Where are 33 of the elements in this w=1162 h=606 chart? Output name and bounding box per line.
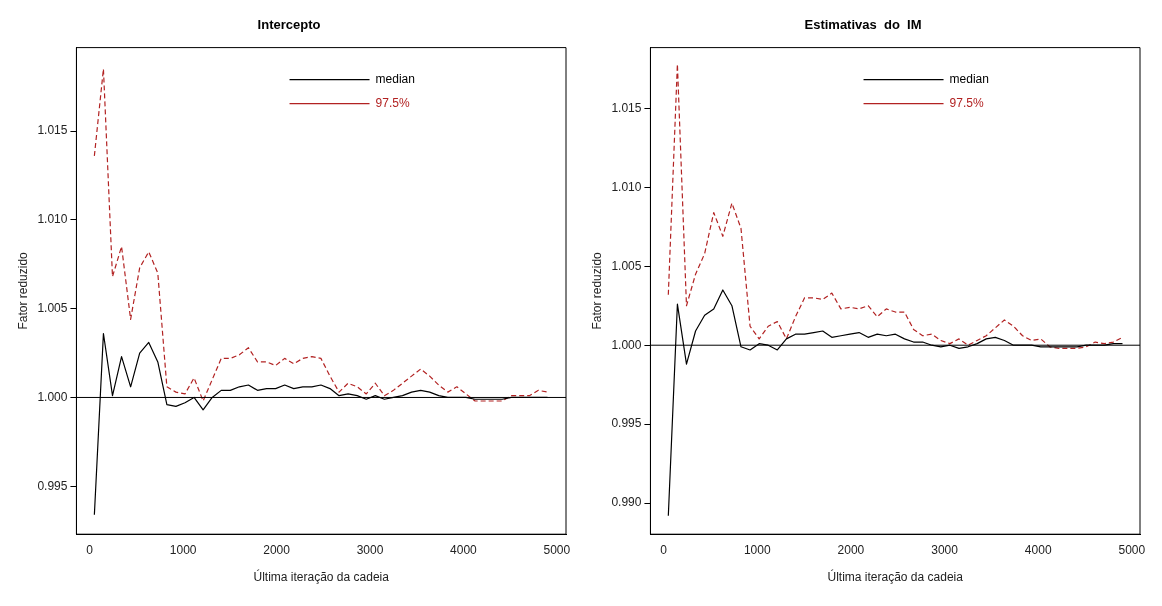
chart-title: Estimativas do IM (804, 17, 922, 33)
x-tick-label: 3000 (356, 542, 384, 557)
x-tick-label: 4000 (1024, 542, 1052, 557)
text: median (949, 71, 989, 86)
y-tick-label: 1.005 (611, 258, 642, 273)
y-tick-label: 0.995 (611, 416, 642, 431)
x-tick-label: 1000 (169, 542, 197, 557)
x-axis-title: Última iteração da cadeia (253, 569, 390, 585)
x-tick-label: 1000 (743, 542, 771, 557)
text: median (375, 71, 415, 86)
x-tick-label: 5000 (543, 542, 571, 557)
x-tick-label: 5000 (1118, 542, 1146, 557)
x-tick-label: 4000 (450, 542, 478, 557)
text: 97.5% (375, 95, 410, 110)
y-axis-title: Fator reduzido (589, 251, 604, 330)
y-tick-label: 1.010 (611, 179, 642, 194)
x-axis-title: Última iteração da cadeia (827, 569, 964, 585)
y-tick-label: 1.015 (611, 100, 642, 115)
chart-title: Intercepto (257, 17, 321, 33)
y-tick-label: 0.990 (611, 495, 642, 510)
x-tick-label: 2000 (837, 542, 865, 557)
text: 97.5% (949, 95, 984, 110)
y-tick-label: 1.005 (37, 300, 68, 315)
y-tick-label: 0.995 (37, 478, 68, 493)
x-tick-label: 0 (86, 542, 94, 557)
y-axis-title: Fator reduzido (15, 251, 30, 330)
y-tick-label: 1.000 (611, 337, 642, 352)
x-tick-label: 0 (660, 542, 668, 557)
x-tick-label: 3000 (931, 542, 959, 557)
x-tick-label: 2000 (263, 542, 291, 557)
y-tick-label: 1.015 (37, 123, 68, 138)
y-tick-label: 1.010 (37, 212, 68, 227)
y-tick-label: 1.000 (37, 389, 68, 404)
